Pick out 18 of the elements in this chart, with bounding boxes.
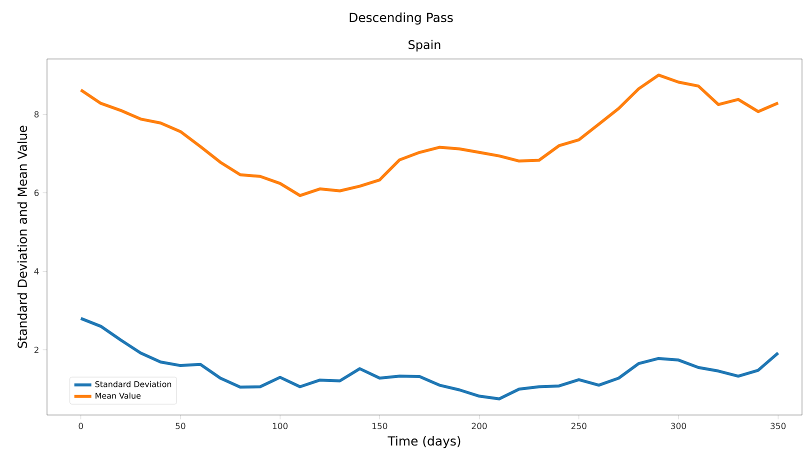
y-tick-label: 2	[34, 346, 38, 353]
x-tick-label: 0	[78, 422, 83, 430]
x-tick-label: 300	[671, 422, 686, 430]
x-tick-label: 50	[176, 422, 186, 430]
y-axis-title: Standard Deviation and Mean Value	[17, 126, 27, 348]
x-tick-label: 150	[372, 422, 388, 430]
x-tick-label: 200	[472, 422, 487, 430]
x-tick-label: 350	[770, 422, 786, 430]
line-series	[79, 74, 780, 198]
y-tick-label: 8	[34, 111, 39, 118]
y-tick-label: 6	[34, 190, 39, 196]
chart-title: Descending Pass	[350, 12, 453, 25]
chart-subtitle: Spain	[408, 40, 440, 52]
y-tick-label: 4	[34, 268, 39, 274]
x-tick-label: 100	[272, 422, 288, 430]
line-series	[79, 316, 780, 400]
x-axis-title: Time (days)	[388, 436, 460, 448]
x-tick-label: 250	[571, 422, 586, 430]
